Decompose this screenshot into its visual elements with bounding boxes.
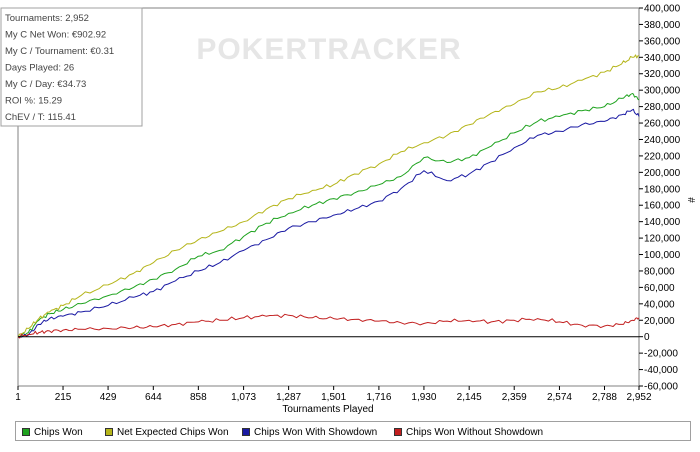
series-line-chips-won-without-showdown	[17, 313, 640, 339]
x-tick-label: 1,716	[366, 392, 391, 403]
x-tick-label: 2,952	[626, 392, 651, 403]
stats-line: Days Played: 26	[5, 63, 74, 74]
legend-label-with-showdown: Chips Won With Showdown	[254, 426, 378, 438]
stats-lines: Tournaments: 2,952 My C Net Won: €902.92 M…	[5, 13, 114, 123]
y-tick-label: 280,000	[644, 102, 681, 113]
y-tick-label: -40,000	[644, 365, 678, 376]
y-tick-label: 200,000	[644, 168, 681, 179]
legend-swatch-without-showdown	[394, 428, 402, 436]
x-tick-label: 1,501	[321, 392, 346, 403]
y-tick-label: 380,000	[644, 20, 681, 31]
y-tick-label: 20,000	[644, 316, 675, 327]
legend-label-net-expected: Net Expected Chips Won	[117, 426, 229, 438]
x-tick-label: 429	[100, 392, 117, 403]
legend-item-with-showdown: Chips Won With Showdown	[242, 425, 377, 439]
stats-line: ChEV / T: 115.41	[5, 112, 76, 123]
watermark: POKERTRACKER	[196, 33, 461, 66]
x-tick-label: 858	[190, 392, 207, 403]
y-tick-label: 40,000	[644, 299, 675, 310]
y-tick-label: 0	[644, 332, 650, 343]
y-tick-label: 240,000	[644, 135, 681, 146]
legend-swatch-with-showdown	[242, 428, 250, 436]
y-tick-label: 300,000	[644, 86, 681, 97]
stats-line: Tournaments: 2,952	[5, 13, 89, 24]
stats-line: My C / Day: €34.73	[5, 79, 86, 90]
y-tick-label: 320,000	[644, 69, 681, 80]
y-tick-label: 400,000	[644, 4, 681, 15]
y-axis-label: #	[685, 197, 696, 203]
y-tick-label: 360,000	[644, 36, 681, 47]
legend-label-chips-won: Chips Won	[34, 426, 83, 438]
y-tick-label: 160,000	[644, 201, 681, 212]
legend-label-without-showdown: Chips Won Without Showdown	[406, 426, 544, 438]
y-tick-label: 60,000	[644, 283, 675, 294]
x-axis: 1 215 429 644 858 1,073 1,287 1,501 1,716 1,930 2,…	[15, 386, 652, 403]
y-tick-label: 260,000	[644, 119, 681, 130]
x-tick-label: 1,287	[276, 392, 301, 403]
stats-line: ROI %: 15.29	[5, 96, 62, 107]
x-tick-label: 1,073	[231, 392, 256, 403]
y-tick-label: 120,000	[644, 234, 681, 245]
y-tick-label: 80,000	[644, 266, 675, 277]
y-tick-label: -60,000	[644, 382, 678, 393]
y-tick-label: 140,000	[644, 217, 681, 228]
legend-item-chips-won: Chips Won	[22, 425, 83, 439]
x-tick-label: 2,145	[457, 392, 482, 403]
legend-item-without-showdown: Chips Won Without Showdown	[394, 425, 543, 439]
legend: Chips Won Net Expected Chips Won Chips W…	[15, 421, 691, 441]
y-tick-label: 180,000	[644, 184, 681, 195]
legend-swatch-net-expected	[105, 428, 113, 436]
x-axis-label: Tournaments Played	[282, 404, 373, 415]
x-tick-label: 644	[145, 392, 162, 403]
legend-item-net-expected: Net Expected Chips Won	[105, 425, 229, 439]
y-axis: -60,000 -40,000 -20,000 0 20,000 40,000 60,000…	[639, 4, 681, 393]
y-tick-label: -20,000	[644, 349, 678, 360]
y-tick-label: 100,000	[644, 250, 681, 261]
series-line-net-expected-chips-won	[17, 54, 640, 337]
x-tick-label: 1	[15, 392, 21, 403]
x-tick-label: 2,574	[547, 392, 572, 403]
stats-line: My C Net Won: €902.92	[5, 30, 106, 41]
series-line-chips-won	[17, 93, 640, 338]
y-tick-label: 220,000	[644, 151, 681, 162]
x-tick-label: 215	[55, 392, 72, 403]
stats-line: My C / Tournament: €0.31	[5, 46, 114, 57]
chart-svg: POKERTRACKER 1 215 429 644 858 1,073 1,287 1,50…	[0, 4, 696, 415]
x-tick-label: 1,930	[411, 392, 436, 403]
series-line-chips-won-with-showdown	[18, 108, 640, 338]
series-layer	[17, 54, 640, 339]
y-tick-label: 340,000	[644, 53, 681, 64]
x-tick-label: 2,788	[592, 392, 617, 403]
stats-box: Tournaments: 2,952 My C Net Won: €902.92 M…	[0, 7, 143, 127]
x-tick-label: 2,359	[502, 392, 527, 403]
legend-swatch-chips-won	[22, 428, 30, 436]
